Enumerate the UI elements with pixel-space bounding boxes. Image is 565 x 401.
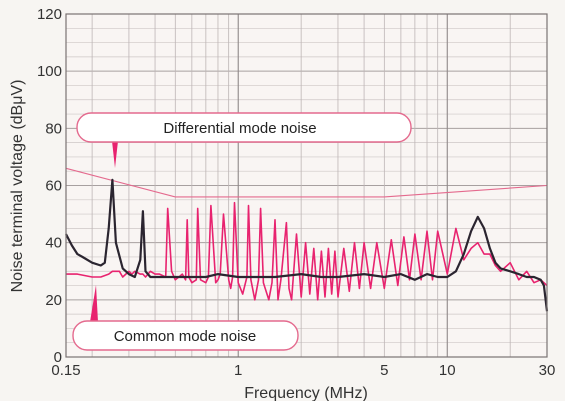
y-tick-label: 100 <box>37 63 62 80</box>
x-tick-label: 30 <box>539 362 556 379</box>
x-axis-title: Frequency (MHz) <box>244 385 368 401</box>
x-tick-label: 10 <box>439 362 456 379</box>
common-callout-pointer <box>90 285 98 322</box>
common-callout-box <box>72 320 299 351</box>
plot-frame <box>65 13 548 358</box>
y-tick-label: 40 <box>45 235 62 252</box>
y-tick-label: 60 <box>45 178 62 195</box>
y-tick-label: 120 <box>37 6 62 23</box>
series-line-dark <box>65 178 549 312</box>
limit-line-group <box>65 167 548 198</box>
x-tick-labels: 0.15 1 5 10 30 <box>51 362 555 379</box>
x-tick-label: 5 <box>380 362 388 379</box>
x-tick-label: 0.15 <box>51 362 80 379</box>
differential-callout-pointer <box>112 141 118 168</box>
y-tick-label: 80 <box>45 120 62 137</box>
limit-line <box>65 167 548 198</box>
y-tick-labels: 0 20 40 60 80 100 120 <box>37 6 62 366</box>
series-line-pink <box>66 201 548 301</box>
y-axis-title: Noise terminal voltage (dBμV) <box>9 80 26 293</box>
series-group <box>65 178 549 312</box>
differential-callout-box <box>76 112 412 143</box>
y-tick-label: 0 <box>54 349 62 366</box>
common-callout-label: Common mode noise <box>114 328 257 345</box>
differential-mode-callout: Differential mode noise <box>76 112 412 168</box>
y-tick-label: 20 <box>45 292 62 309</box>
differential-callout-label: Differential mode noise <box>163 120 316 137</box>
common-mode-callout: Common mode noise <box>72 285 299 351</box>
x-tick-label: 1 <box>234 362 242 379</box>
